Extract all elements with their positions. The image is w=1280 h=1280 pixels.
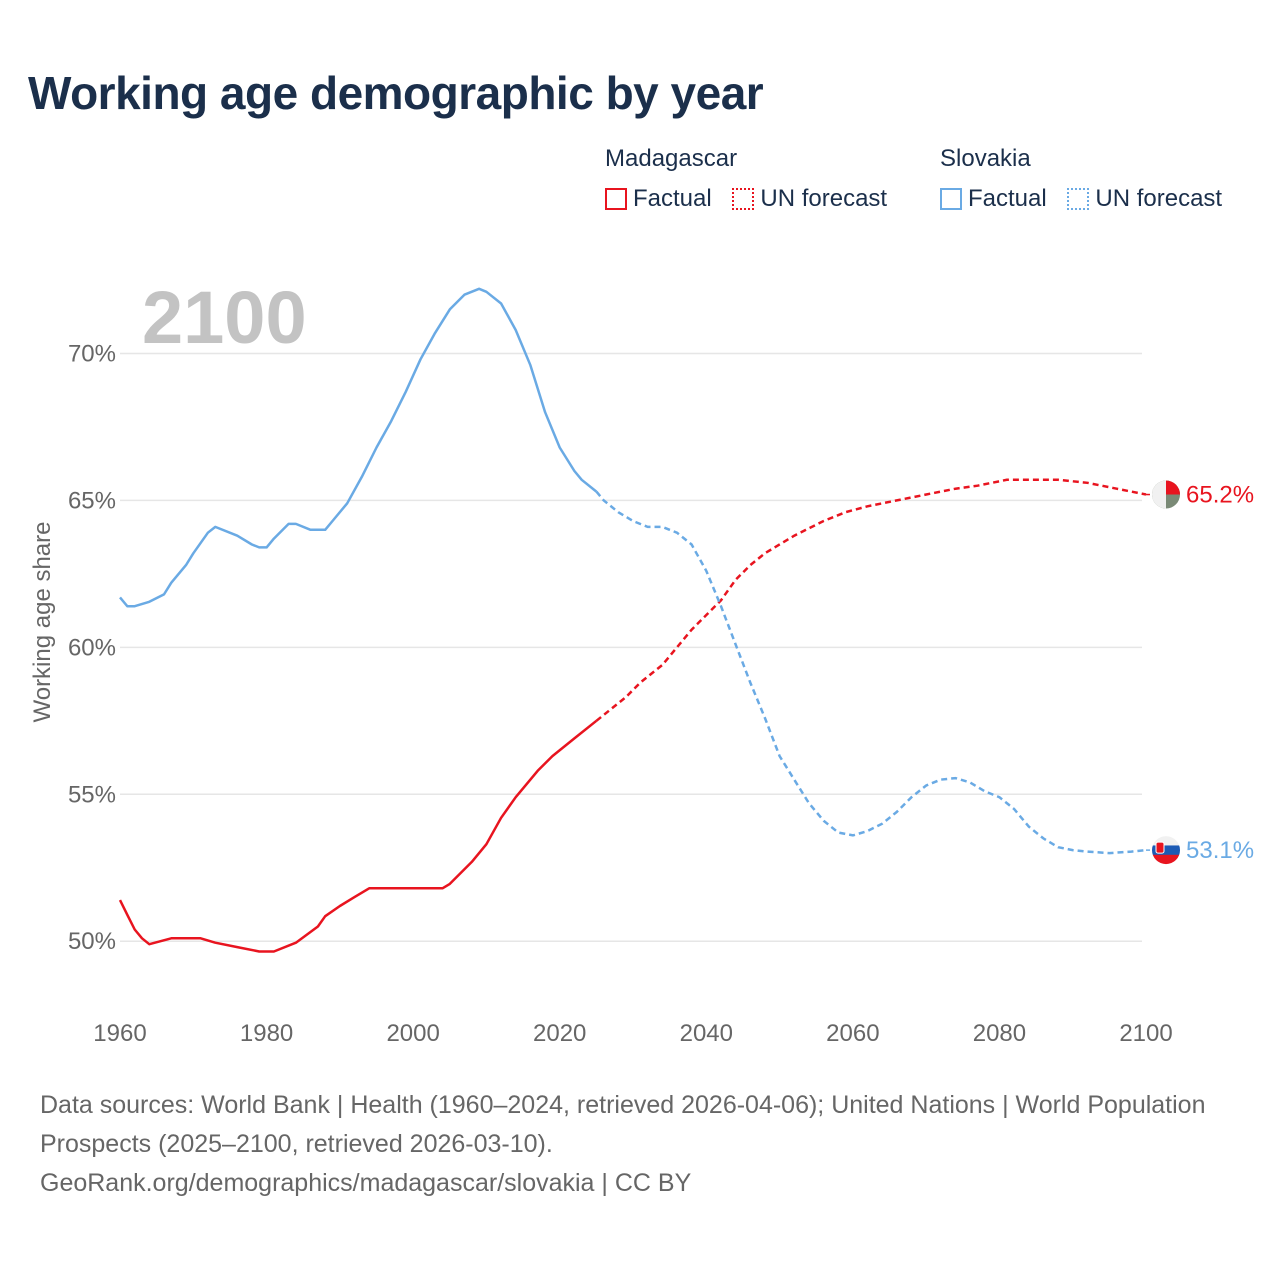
- credit-link[interactable]: GeoRank.org/demographics/madagascar/slov…: [40, 1169, 692, 1197]
- legend-swatch-dotted: [1067, 188, 1090, 210]
- year-watermark: 2100: [142, 276, 307, 359]
- end-labels: 65.2% 53.1%: [1186, 482, 1254, 865]
- data-sources: Data sources: World Bank | Health (1960–…: [40, 1091, 1206, 1158]
- legend-slovakia: Slovakia Factual UN forecast: [940, 145, 1236, 217]
- x-tick-label: 2060: [826, 1020, 879, 1047]
- legend-swatch-solid: [605, 188, 627, 210]
- legend-madagascar: Madagascar Factual UN forecast: [605, 145, 901, 217]
- legend-label: Factual: [633, 185, 712, 212]
- x-tick-label: 2100: [1119, 1020, 1172, 1047]
- x-axis-ticks: 1960 1980 2000 2020 2040 2060 2080 2100: [93, 1020, 1172, 1047]
- y-tick-label: 50%: [68, 928, 116, 955]
- legend-madagascar-factual[interactable]: Factual: [605, 185, 712, 213]
- legend-label: Factual: [968, 185, 1047, 212]
- y-tick-label: 70%: [68, 340, 116, 367]
- legend-label: UN forecast: [760, 185, 888, 212]
- y-tick-label: 60%: [68, 634, 116, 661]
- x-tick-label: 2020: [533, 1020, 586, 1047]
- y-tick-label: 55%: [68, 781, 116, 808]
- legend-group-name: Slovakia: [940, 145, 1031, 172]
- madagascar-flag-icon: [1152, 480, 1181, 509]
- x-tick-label: 2040: [680, 1020, 733, 1047]
- grid-lines: [120, 352, 1142, 942]
- y-axis-ticks: 50% 55% 60% 65% 70%: [68, 340, 116, 955]
- madagascar-factual-line: [118, 719, 598, 953]
- slovakia-factual-line: [119, 287, 598, 608]
- legend-madagascar-forecast[interactable]: UN forecast: [732, 185, 887, 213]
- slovakia-flag-icon: [1152, 836, 1180, 865]
- y-tick-label: 65%: [68, 487, 116, 514]
- legend-slovakia-forecast[interactable]: UN forecast: [1067, 185, 1222, 213]
- end-markers: [1146, 480, 1181, 865]
- legend-swatch-dotted: [732, 188, 755, 210]
- x-tick-label: 2000: [386, 1020, 439, 1047]
- legend-group-name: Madagascar: [605, 145, 738, 172]
- footer: Data sources: World Bank | Health (1960–…: [40, 1086, 1240, 1203]
- madagascar-forecast-line: [595, 478, 1147, 722]
- legend-swatch-solid: [940, 188, 962, 210]
- x-tick-label: 2080: [973, 1020, 1026, 1047]
- x-tick-label: 1960: [93, 1020, 146, 1047]
- legend-slovakia-factual[interactable]: Factual: [940, 185, 1047, 213]
- chart-title: Working age demographic by year: [28, 67, 764, 119]
- y-axis-label: Working age share: [29, 522, 56, 723]
- slovakia-forecast-line: [595, 490, 1147, 855]
- line-chart: 2100 50% 55% 60% 65% 70% 1960 1980 2000 2020 204…: [29, 276, 1254, 1047]
- madagascar-end-label: 65.2%: [1186, 482, 1254, 509]
- slovakia-end-label: 53.1%: [1186, 837, 1254, 864]
- x-tick-label: 1980: [240, 1020, 293, 1047]
- legend-label: UN forecast: [1095, 185, 1223, 212]
- series-lines: [118, 287, 1147, 953]
